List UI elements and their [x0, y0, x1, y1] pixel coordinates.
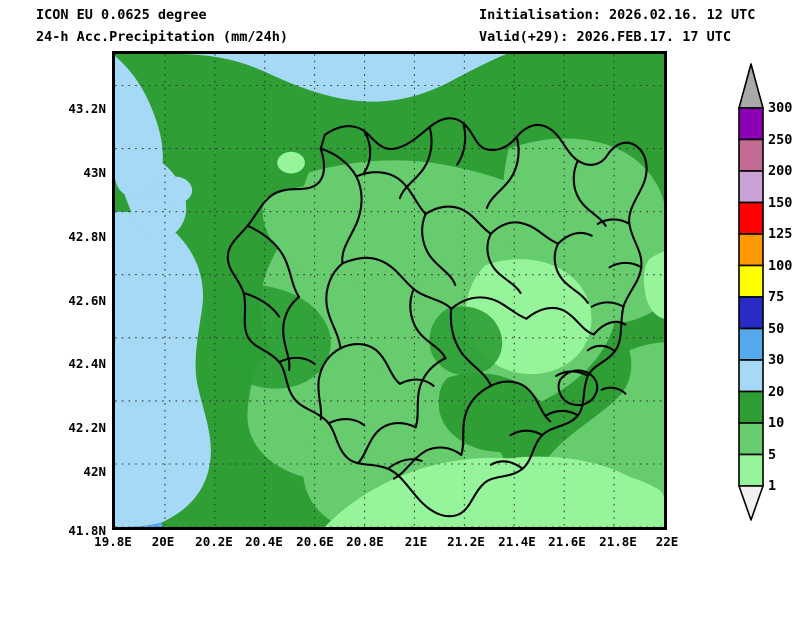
colorbar-tick-300: 300 [768, 100, 793, 116]
colorbar-swatches [738, 63, 764, 521]
field-title: 24-h Acc.Precipitation (mm/24h) [36, 29, 288, 45]
initialisation-time: Initialisation: 2026.02.16. 12 UTC [479, 7, 756, 23]
colorbar-tick-10: 10 [768, 415, 785, 431]
colorbar-band-250-300 [738, 107, 764, 141]
colorbar-tick-250: 250 [768, 131, 793, 148]
colorbar-band-125-150 [738, 201, 764, 235]
xtick-label-20.4E: 20.4E [245, 534, 283, 549]
colorbar-band-30-50 [738, 327, 764, 361]
colorbar-band-100-125 [738, 233, 764, 267]
xtick-label-21.2E: 21.2E [447, 534, 485, 549]
xtick-label-20.2E: 20.2E [195, 534, 233, 549]
ytick-label-43N: 43N [83, 165, 106, 180]
colorbar-band-150-200 [738, 170, 764, 204]
colorbar-tick-30: 30 [768, 352, 785, 368]
administrative-borders [226, 117, 648, 518]
xtick-label-20.6E: 20.6E [296, 534, 334, 549]
xtick-label-21.6E: 21.6E [548, 534, 586, 549]
ytick-label-41.8N: 41.8N [68, 523, 106, 538]
colorbar-tick-20: 20 [768, 383, 785, 400]
colorbar-tick-1: 1 [768, 478, 777, 494]
ytick-label-42.4N: 42.4N [68, 356, 106, 371]
colorbar-tick-5: 5 [768, 446, 777, 463]
xtick-label-21E: 21E [404, 534, 428, 549]
precipitation-colorbar: 300 250 200 150 125 100 75 50 30 20 10 5… [738, 62, 792, 522]
xtick-label-22E: 22E [655, 534, 679, 549]
valid-time: Valid(+29): 2026.FEB.17. 17 UTC [479, 29, 731, 45]
colorbar-band-20-30 [738, 359, 764, 393]
colorbar-tick-50: 50 [768, 320, 785, 337]
colorbar-band-1-5 [738, 453, 764, 487]
colorbar-band-10-20 [738, 390, 764, 424]
xtick-label-21.8E: 21.8E [599, 534, 637, 549]
colorbar-under-arrow [738, 485, 764, 521]
colorbar-tick-100: 100 [768, 257, 793, 274]
ytick-label-42.6N: 42.6N [68, 293, 106, 308]
xtick-label-21.4E: 21.4E [498, 534, 536, 549]
colorbar-band-5-10 [738, 422, 764, 456]
ytick-label-42.8N: 42.8N [68, 229, 106, 244]
colorbar-tick-75: 75 [768, 289, 785, 305]
ytick-label-43.2N: 43.2N [68, 101, 106, 116]
xtick-label-20.8E: 20.8E [346, 534, 384, 549]
header-block: ICON EU 0.0625 degree 24-h Acc.Precipita… [0, 0, 800, 52]
colorbar-over-arrow [738, 63, 764, 109]
colorbar-tick-200: 200 [768, 163, 793, 179]
xtick-label-20E: 20E [151, 534, 175, 549]
colorbar-band-50-75 [738, 296, 764, 330]
map-canvas [115, 54, 664, 527]
colorbar-tick-150: 150 [768, 194, 793, 211]
model-title: ICON EU 0.0625 degree [36, 7, 207, 23]
ytick-label-42N: 42N [83, 464, 106, 479]
colorbar-tick-125: 125 [768, 226, 793, 242]
colorbar-band-75-100 [738, 264, 764, 298]
precipitation-map [112, 51, 667, 530]
colorbar-band-200-250 [738, 138, 764, 172]
ytick-label-42.2N: 42.2N [68, 420, 106, 435]
xtick-label-19.8E: 19.8E [94, 534, 132, 549]
